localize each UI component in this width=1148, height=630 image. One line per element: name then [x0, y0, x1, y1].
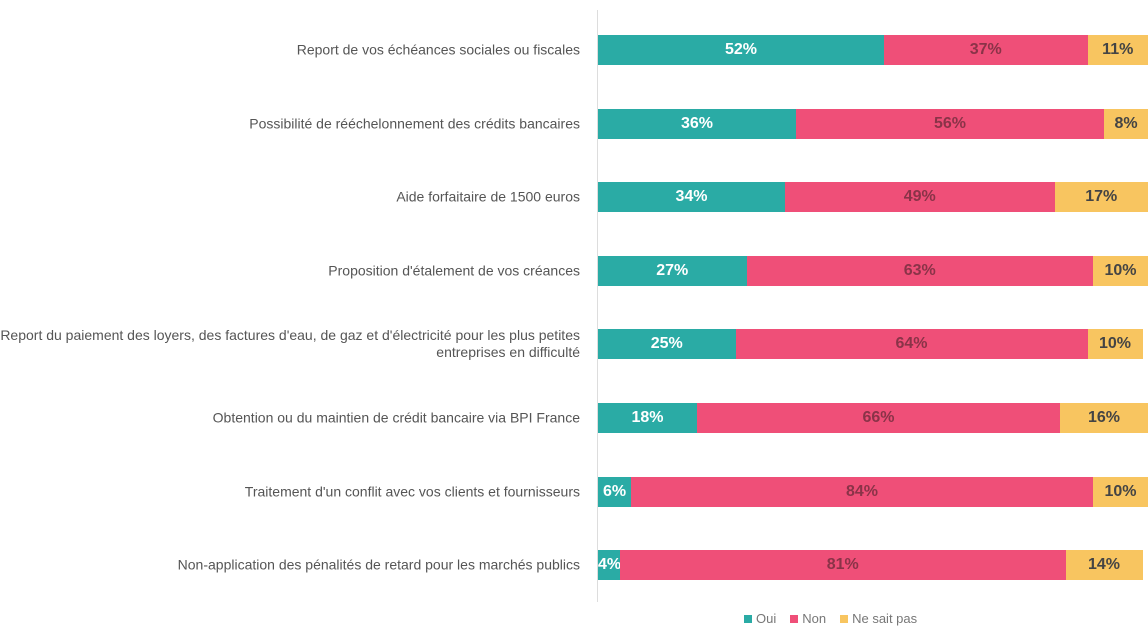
data-label: 49% — [903, 188, 936, 206]
legend-label: Non — [802, 611, 827, 626]
bar-segment — [1087, 329, 1143, 360]
category-label: Aide forfaitaire de 1500 euros — [396, 188, 580, 205]
bar-segment — [785, 182, 1055, 213]
data-label: 6% — [602, 482, 627, 500]
bar-segment — [598, 182, 785, 213]
data-label: 56% — [933, 114, 967, 132]
category-label: Obtention ou du maintien de crédit banca… — [212, 409, 580, 426]
bar-segment — [1087, 35, 1148, 65]
data-label: 27% — [656, 261, 689, 279]
data-label: 34% — [675, 188, 708, 206]
bar-segment — [620, 550, 1066, 581]
data-label: 10% — [1104, 482, 1137, 500]
category-label: Possibilité de rééchelonnement des crédi… — [249, 115, 580, 132]
legend-swatch — [790, 614, 799, 623]
bar-segment — [1060, 403, 1148, 433]
legend-label: Ne sait pas — [852, 611, 918, 626]
bar-segment — [598, 35, 884, 65]
bar-segment — [735, 329, 1088, 360]
bar-segment — [598, 403, 697, 433]
data-label: 14% — [1087, 556, 1121, 574]
bar-segment — [631, 476, 1093, 507]
legend-label: Oui — [756, 611, 777, 626]
data-label: 17% — [1085, 188, 1118, 206]
category-label: Report du paiement des loyers, des factu… — [0, 327, 580, 361]
data-label: 63% — [903, 261, 936, 279]
data-label: 84% — [845, 482, 879, 500]
data-label: 64% — [895, 335, 928, 353]
bar-segment — [1093, 255, 1148, 286]
bar-segment — [1093, 476, 1148, 507]
data-label: 52% — [724, 41, 758, 58]
legend-swatch — [840, 614, 849, 623]
bar-segment — [697, 403, 1060, 433]
data-label: 36% — [680, 114, 714, 132]
data-label: 25% — [650, 335, 683, 353]
bar-segment — [884, 35, 1088, 65]
bar-segment — [746, 255, 1093, 286]
data-label: 10% — [1104, 261, 1137, 279]
data-label: 8% — [1114, 114, 1138, 132]
data-label: 11% — [1102, 41, 1134, 58]
bar-segment — [796, 108, 1104, 139]
axis-line — [597, 10, 598, 602]
bar-segment — [598, 550, 620, 581]
data-label: 10% — [1098, 335, 1132, 353]
bar-segment — [598, 476, 631, 507]
category-label: Traitement d'un conflit avec vos clients… — [244, 483, 580, 500]
bar-segment — [1054, 182, 1148, 213]
data-label: 81% — [826, 556, 859, 574]
category-label: Proposition d'étalement de vos créances — [328, 262, 580, 279]
legend-item: Ne sait pas — [840, 611, 917, 626]
data-label: 37% — [969, 41, 1002, 58]
legend-swatch — [744, 614, 752, 623]
data-label: 18% — [631, 409, 664, 426]
bar-segment — [598, 108, 796, 139]
bar-segment — [598, 255, 747, 286]
bar-segment — [598, 329, 736, 360]
legend: Oui Non Ne sait pas — [744, 611, 917, 626]
category-label: Report de vos échéances sociales ou fisc… — [296, 41, 580, 58]
bar-segment — [1104, 108, 1148, 139]
data-label: 16% — [1087, 409, 1121, 426]
data-label: 4% — [598, 556, 622, 574]
category-label: Non-application des pénalités de retard … — [177, 556, 580, 573]
legend-item: Non — [790, 611, 826, 626]
data-label: 66% — [862, 409, 895, 426]
legend-item: Oui — [744, 611, 776, 626]
bar-segment — [1065, 550, 1143, 581]
